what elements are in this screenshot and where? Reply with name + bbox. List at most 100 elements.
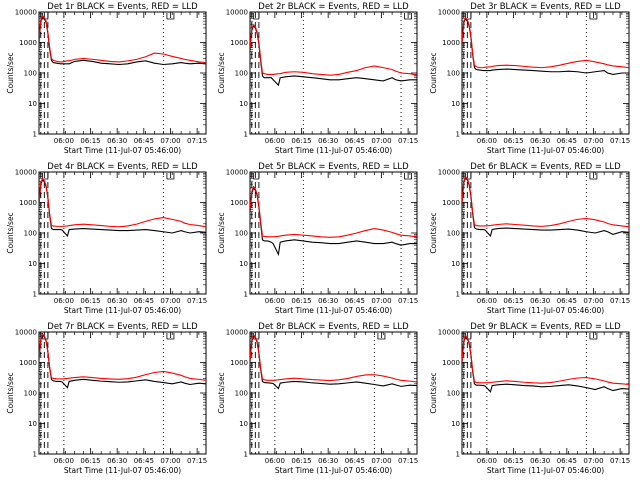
bracket-marker xyxy=(166,333,175,340)
y-tick-label: 10 xyxy=(239,100,248,108)
y-tick-label: 10000 xyxy=(226,9,248,17)
bracket-marker xyxy=(589,13,598,20)
panel-title: Det 3r BLACK = Events, RED = LLD xyxy=(470,2,621,12)
series-line-lld xyxy=(39,177,206,228)
x-tick-label: 06:15 xyxy=(503,137,523,145)
x-tick-label: 06:45 xyxy=(345,137,365,145)
series-line-events xyxy=(250,186,417,257)
y-tick-label: 10000 xyxy=(15,169,37,177)
x-tick-label: 06:30 xyxy=(318,137,338,145)
x-tick-label: 06:45 xyxy=(345,297,365,305)
series-line-lld xyxy=(39,333,206,381)
x-tick-label: 07:00 xyxy=(160,137,180,145)
y-tick-label: 1000 xyxy=(19,39,37,47)
y-tick-label: 1 xyxy=(456,131,460,139)
x-tick-label: 06:45 xyxy=(134,137,154,145)
x-axis-title: Start Time (11-Jul-07 05:46:00) xyxy=(64,306,181,315)
x-axis-title: Start Time (11-Jul-07 05:46:00) xyxy=(487,466,604,475)
y-tick-label: 100 xyxy=(447,390,460,398)
x-tick-label: 06:45 xyxy=(557,297,577,305)
x-tick-label: 06:00 xyxy=(54,297,74,305)
chart-panel-4: Det 4r BLACK = Events, RED = LLD 1 10 100 10… xyxy=(6,162,207,315)
panel-title: Det 4r BLACK = Events, RED = LLD xyxy=(47,162,198,172)
y-tick-label: 1 xyxy=(33,451,37,459)
x-tick-label: 06:30 xyxy=(530,297,550,305)
bracket-marker xyxy=(589,173,598,180)
y-tick-label: 1000 xyxy=(442,359,460,367)
x-tick-label: 06:30 xyxy=(107,137,127,145)
y-tick-label: 10 xyxy=(239,420,248,428)
y-tick-label: 10 xyxy=(451,420,460,428)
y-tick-label: 1000 xyxy=(230,359,248,367)
y-tick-label: 10000 xyxy=(226,329,248,337)
x-tick-label: 06:15 xyxy=(80,297,100,305)
chart-panel-5: Det 5r BLACK = Events, RED = LLD 1 10 100 10… xyxy=(217,162,418,315)
x-tick-label: 06:15 xyxy=(291,297,311,305)
x-tick-label: 07:15 xyxy=(610,137,630,145)
x-tick-label: 07:15 xyxy=(610,457,630,465)
x-tick-label: 06:30 xyxy=(107,297,127,305)
y-tick-label: 100 xyxy=(447,70,460,78)
x-tick-label: 06:15 xyxy=(503,297,523,305)
chart-panel-7: Det 7r BLACK = Events, RED = LLD 1 10 100 10… xyxy=(6,322,207,475)
x-tick-label: 06:15 xyxy=(80,457,100,465)
x-tick-label: 07:00 xyxy=(583,297,603,305)
x-axis-title: Start Time (11-Jul-07 05:46:00) xyxy=(64,146,181,155)
series-line-lld xyxy=(462,16,629,69)
y-tick-label: 10000 xyxy=(438,169,460,177)
x-tick-label: 06:30 xyxy=(318,457,338,465)
y-tick-label: 1 xyxy=(456,451,460,459)
y-axis-title: Counts/sec xyxy=(6,52,15,93)
bracket-marker xyxy=(42,173,49,180)
y-tick-label: 100 xyxy=(24,390,37,398)
x-tick-label: 06:00 xyxy=(265,137,285,145)
series-line-events xyxy=(39,333,206,389)
y-tick-label: 1 xyxy=(244,131,248,139)
x-tick-label: 06:15 xyxy=(291,457,311,465)
y-tick-label: 10 xyxy=(28,420,37,428)
series-line-lld xyxy=(250,333,417,383)
y-axis-title: Counts/sec xyxy=(429,52,438,93)
y-tick-label: 1 xyxy=(33,291,37,299)
chart-panel-2: Det 2r BLACK = Events, RED = LLD 1 10 100 10… xyxy=(217,2,418,155)
y-tick-label: 1000 xyxy=(230,199,248,207)
y-tick-label: 1 xyxy=(244,291,248,299)
x-axis-title: Start Time (11-Jul-07 05:46:00) xyxy=(275,306,392,315)
y-tick-label: 1 xyxy=(33,131,37,139)
x-tick-label: 06:45 xyxy=(134,457,154,465)
bracket-marker xyxy=(253,13,260,20)
bracket-marker xyxy=(589,333,598,340)
bracket-marker xyxy=(465,13,472,20)
x-tick-label: 07:00 xyxy=(371,457,391,465)
x-tick-label: 07:15 xyxy=(187,457,207,465)
x-axis-title: Start Time (11-Jul-07 05:46:00) xyxy=(487,146,604,155)
y-axis-title: Counts/sec xyxy=(429,372,438,413)
y-tick-label: 1 xyxy=(456,291,460,299)
panel-title: Det 7r BLACK = Events, RED = LLD xyxy=(47,322,198,332)
x-axis-title: Start Time (11-Jul-07 05:46:00) xyxy=(275,466,392,475)
series-line-lld xyxy=(462,334,629,386)
x-tick-label: 06:15 xyxy=(503,457,523,465)
x-axis-title: Start Time (11-Jul-07 05:46:00) xyxy=(64,466,181,475)
bracket-marker xyxy=(166,13,175,20)
y-tick-label: 100 xyxy=(235,390,248,398)
x-tick-label: 07:00 xyxy=(583,137,603,145)
panel-title: Det 9r BLACK = Events, RED = LLD xyxy=(470,322,621,332)
x-tick-label: 07:00 xyxy=(160,457,180,465)
bracket-marker xyxy=(377,333,386,340)
y-axis-title: Counts/sec xyxy=(6,212,15,253)
x-tick-label: 07:15 xyxy=(398,137,418,145)
bracket-marker xyxy=(253,173,260,180)
x-tick-label: 06:45 xyxy=(345,457,365,465)
x-tick-label: 06:45 xyxy=(557,457,577,465)
y-tick-label: 10000 xyxy=(438,329,460,337)
series-line-lld xyxy=(462,175,629,228)
x-tick-label: 07:15 xyxy=(398,457,418,465)
x-tick-label: 06:00 xyxy=(477,137,497,145)
y-tick-label: 100 xyxy=(24,70,37,78)
x-tick-label: 07:15 xyxy=(398,297,418,305)
x-tick-label: 06:45 xyxy=(557,137,577,145)
y-tick-label: 10000 xyxy=(15,329,37,337)
series-line-events xyxy=(250,24,417,87)
